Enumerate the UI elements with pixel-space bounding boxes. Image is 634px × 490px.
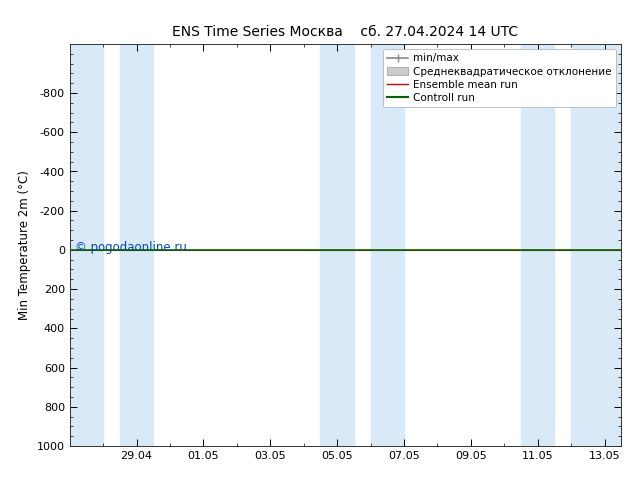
Y-axis label: Min Temperature 2m (°C): Min Temperature 2m (°C) xyxy=(18,170,31,320)
Title: ENS Time Series Москва    сб. 27.04.2024 14 UTC: ENS Time Series Москва сб. 27.04.2024 14… xyxy=(172,25,519,39)
Text: © pogodaonline.ru: © pogodaonline.ru xyxy=(75,241,187,253)
Bar xyxy=(371,44,404,446)
Bar xyxy=(70,44,103,446)
Bar xyxy=(120,44,153,446)
Legend: min/max, Среднеквадратическое отклонение, Ensemble mean run, Controll run: min/max, Среднеквадратическое отклонение… xyxy=(383,49,616,107)
Bar xyxy=(571,44,621,446)
Bar xyxy=(521,44,555,446)
Bar xyxy=(320,44,354,446)
